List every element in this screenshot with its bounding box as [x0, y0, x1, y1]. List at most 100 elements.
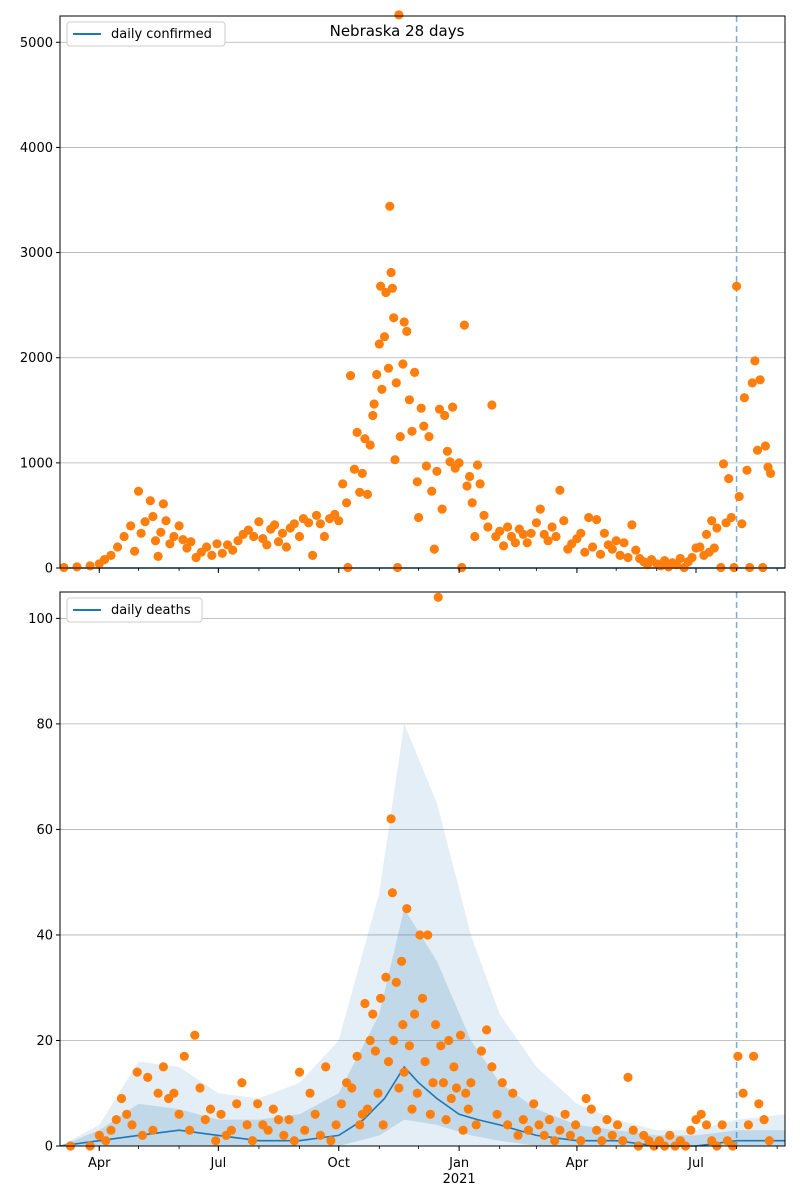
- deaths-data-point: [539, 1130, 549, 1140]
- x-tick-label: Jan: [448, 1156, 469, 1171]
- deaths-data-point: [433, 592, 443, 602]
- confirmed-data-point: [760, 441, 771, 451]
- deaths-data-point: [263, 1125, 273, 1135]
- deaths-data-point: [441, 1115, 451, 1125]
- confirmed-data-point: [374, 339, 384, 349]
- confirmed-data-point: [440, 410, 450, 421]
- confirmed-data-point: [357, 468, 367, 478]
- deaths-y-ticks: 0 20 40 60 80 100: [28, 612, 60, 1155]
- deaths-data-point: [321, 1062, 331, 1072]
- confirmed-data-point: [623, 552, 633, 563]
- deaths-data-point: [461, 1088, 471, 1098]
- deaths-data-point: [153, 1088, 163, 1098]
- confirmed-y-tick-label: 0: [45, 562, 53, 577]
- confirmed-data-point: [432, 466, 442, 476]
- confirmed-data-point: [387, 283, 397, 293]
- deaths-data-point: [444, 1035, 454, 1046]
- confirmed-data-point: [289, 519, 299, 529]
- deaths-y-tick-label: 40: [36, 928, 53, 943]
- confirmed-data-point: [543, 536, 553, 546]
- deaths-data-point: [253, 1099, 263, 1109]
- confirmed-data-point: [262, 540, 272, 550]
- confirmed-data-point: [442, 446, 452, 456]
- confirmed-data-point: [518, 529, 528, 540]
- confirmed-data-point: [156, 527, 166, 537]
- confirmed-data-point: [158, 499, 168, 509]
- confirmed-data-point: [113, 542, 123, 552]
- deaths-data-point: [362, 1104, 373, 1114]
- deaths-y-tick-label: 20: [36, 1034, 53, 1049]
- confirmed-data-point: [355, 487, 365, 497]
- deaths-data-point: [284, 1115, 294, 1125]
- deaths-data-point: [404, 1041, 414, 1051]
- confirmed-panel: 0 1000 2000 3000 4000 5000 Nebraska 28 days d…: [20, 10, 786, 577]
- confirmed-legend: daily confirmed: [66, 21, 226, 47]
- confirmed-data-point: [429, 544, 439, 554]
- confirmed-y-tick-label: 4000: [20, 141, 53, 156]
- confirmed-data-point: [349, 464, 359, 474]
- deaths-legend-label: daily deaths: [111, 603, 191, 618]
- confirmed-data-point: [391, 378, 401, 388]
- x-tick-label: Apr: [566, 1156, 589, 1171]
- deaths-data-point: [331, 1120, 341, 1130]
- confirmed-data-point: [445, 457, 455, 467]
- deaths-data-point: [205, 1104, 216, 1114]
- deaths-data-point: [232, 1099, 242, 1109]
- confirmed-data-point: [559, 516, 569, 526]
- deaths-data-point: [446, 1093, 456, 1104]
- deaths-data-point: [513, 1130, 523, 1140]
- confirmed-data-point: [588, 542, 598, 552]
- confirmed-y-tick-label: 1000: [20, 456, 53, 471]
- confirmed-data-point: [398, 359, 408, 369]
- deaths-data-point: [529, 1099, 539, 1109]
- deaths-data-point: [211, 1136, 221, 1146]
- deaths-series-line: [59, 1065, 785, 1147]
- confirmed-data-point: [747, 378, 757, 388]
- deaths-data-point: [423, 930, 433, 940]
- deaths-data-point: [544, 1115, 555, 1125]
- deaths-data-point: [378, 1120, 388, 1130]
- deaths-y-tick-label: 80: [36, 717, 53, 732]
- deaths-data-point: [503, 1120, 513, 1130]
- deaths-data-point: [300, 1125, 310, 1135]
- confirmed-data-point: [372, 369, 382, 380]
- deaths-data-point: [373, 1088, 383, 1098]
- confirmed-data-point: [395, 432, 405, 442]
- deaths-data-point: [581, 1093, 591, 1104]
- confirmed-data-point: [165, 539, 175, 549]
- confirmed-data-point: [389, 313, 399, 323]
- deaths-data-point: [628, 1125, 638, 1135]
- deaths-data-point: [381, 972, 391, 982]
- confirmed-gridlines: [60, 41, 785, 569]
- confirmed-legend-label: daily confirmed: [111, 27, 212, 42]
- deaths-data-point: [347, 1083, 357, 1093]
- confirmed-data-point: [434, 404, 445, 414]
- deaths-data-point: [463, 1104, 473, 1114]
- confirmed-data-point: [207, 550, 217, 561]
- deaths-data-point: [597, 1136, 607, 1146]
- confirmed-data-point: [503, 522, 513, 532]
- confirmed-data-point: [399, 317, 409, 327]
- confirmed-data-point: [631, 545, 641, 555]
- deaths-data-point: [294, 1067, 305, 1077]
- confirmed-data-point: [470, 531, 480, 542]
- confirmed-data-point: [737, 519, 747, 529]
- confirmed-data-point: [584, 512, 594, 523]
- confirmed-data-point: [161, 516, 171, 526]
- confirmed-data-point: [153, 551, 163, 562]
- confirmed-data-point: [592, 515, 602, 525]
- deaths-data-point: [399, 1067, 409, 1077]
- confirmed-data-point: [611, 536, 621, 546]
- deaths-data-point: [696, 1109, 706, 1119]
- confirmed-data-point: [712, 523, 722, 533]
- deaths-data-point: [386, 814, 396, 824]
- confirmed-data-point: [555, 485, 565, 495]
- confirmed-y-tick-label: 5000: [20, 36, 53, 51]
- confirmed-data-point: [483, 522, 493, 532]
- deaths-data-point: [94, 1130, 104, 1140]
- deaths-data-point: [289, 1136, 299, 1146]
- deaths-data-point: [759, 1115, 769, 1125]
- deaths-data-point: [174, 1109, 184, 1119]
- deaths-data-point: [398, 1020, 408, 1030]
- deaths-data-point: [612, 1120, 623, 1130]
